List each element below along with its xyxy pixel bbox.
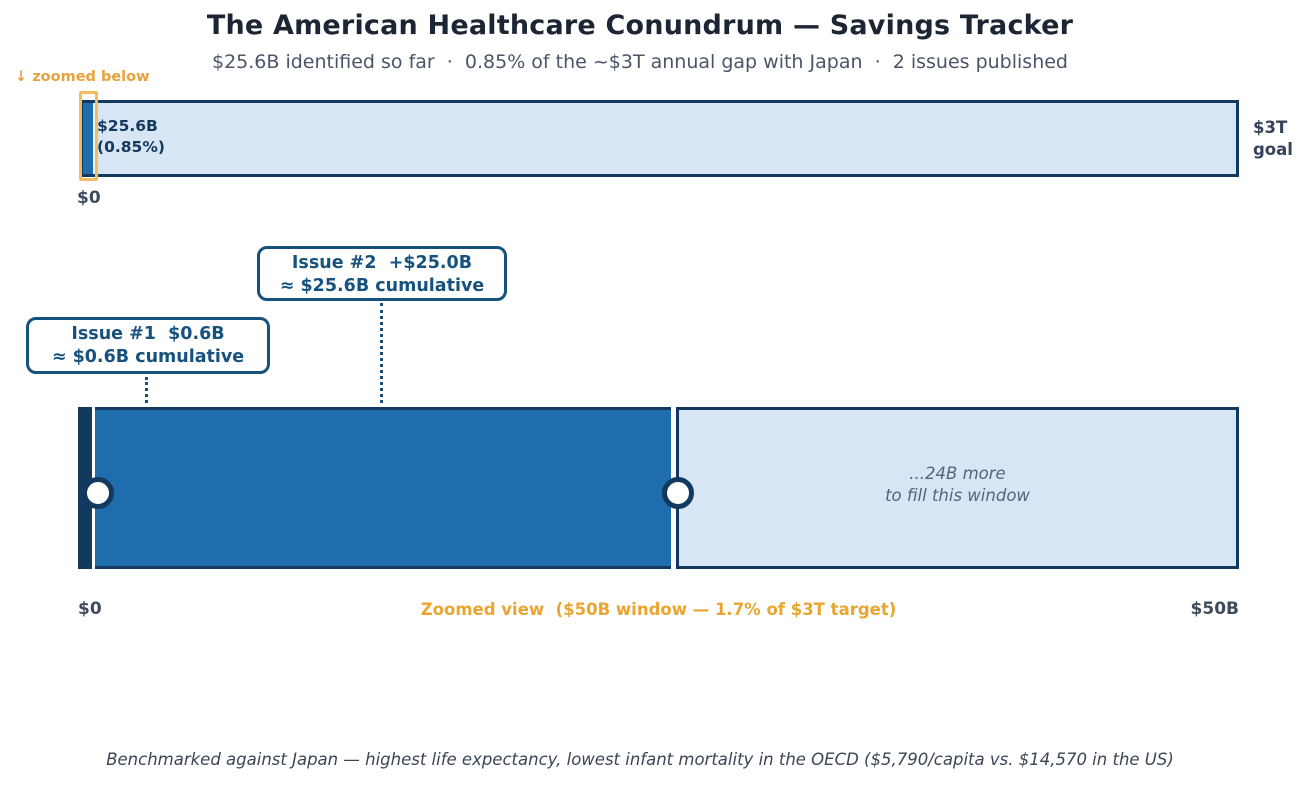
goal-amount: $3T <box>1253 118 1288 137</box>
zoom-bar-right-tick: $50B <box>1190 599 1239 619</box>
cumulative-marker-issue-2 <box>662 477 694 509</box>
overview-progress-bar <box>80 100 1239 177</box>
zoom-bar-left-tick: $0 <box>78 599 102 619</box>
overview-progress-fill <box>83 103 93 174</box>
goal-word: goal <box>1253 139 1293 159</box>
issue-1-title: Issue #1 $0.6B <box>71 324 225 344</box>
remaining-amount: ...24B more <box>909 464 1006 483</box>
zoom-bar-caption: Zoomed view ($50B window — 1.7% of $3T t… <box>420 600 897 619</box>
overview-goal-label: $3T goal <box>1253 117 1293 160</box>
remaining-caption: to fill this window <box>885 486 1030 505</box>
zoom-hint-label: zoomed below <box>32 69 150 85</box>
issue-2-title: Issue #2 +$25.0B <box>291 253 473 273</box>
overview-progress-amount: $25.6B <box>97 117 158 135</box>
down-arrow-icon: ↓ <box>15 69 28 85</box>
zoom-bar-remaining: ...24B more to fill this window <box>676 407 1239 569</box>
issue-1-cumulative: ≈ $0.6B cumulative <box>51 347 245 367</box>
issue-2-cumulative: ≈ $25.6B cumulative <box>279 276 485 296</box>
subtitle-stats: $25.6B identified so far · 0.85% of the … <box>211 51 1068 73</box>
cumulative-marker-issue-1 <box>82 477 114 509</box>
overview-left-tick: $0 <box>77 188 101 208</box>
zoom-hint: ↓ zoomed below <box>15 69 150 85</box>
remaining-label: ...24B more to fill this window <box>679 463 1236 507</box>
zoom-window-outline <box>79 91 98 181</box>
overview-progress-percent: (0.85%) <box>97 138 165 156</box>
zoom-bar-segment-issue-2 <box>95 407 671 569</box>
benchmark-footnote: Benchmarked against Japan — highest life… <box>106 750 1174 769</box>
issue-2-callout: Issue #2 +$25.0B ≈ $25.6B cumulative <box>257 246 507 301</box>
issue-1-callout: Issue #1 $0.6B ≈ $0.6B cumulative <box>26 317 270 374</box>
overview-progress-label: $25.6B (0.85%) <box>97 116 165 158</box>
page-title: The American Healthcare Conundrum — Savi… <box>206 10 1074 41</box>
issue-1-leader-line <box>145 377 148 403</box>
issue-2-leader-line <box>380 303 383 403</box>
